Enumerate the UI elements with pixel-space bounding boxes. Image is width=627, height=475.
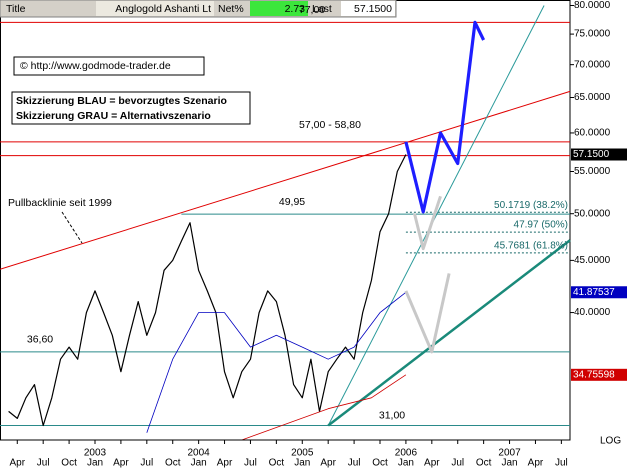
y-tick-label: 80.0000 — [574, 0, 611, 11]
header-title-label: Title — [6, 3, 26, 15]
y-tick-label: 45.0000 — [574, 255, 611, 266]
y-tick-label: 65.0000 — [574, 92, 611, 103]
x-tick-label: Jan — [191, 458, 207, 469]
year-label: 2007 — [498, 448, 521, 459]
series-line — [404, 273, 451, 354]
level-label: 49,95 — [279, 196, 305, 208]
x-tick-label: Oct — [61, 458, 77, 469]
end-label-bg — [571, 368, 627, 381]
header-last-label: Last — [312, 3, 332, 15]
x-tick-label: Apr — [9, 458, 25, 469]
x-tick-label: Apr — [528, 458, 544, 469]
x-tick-label: Jul — [140, 458, 153, 469]
x-tick-label: Oct — [269, 458, 285, 469]
x-tick-label: Oct — [165, 458, 181, 469]
x-tick-label: Jul — [37, 458, 50, 469]
header-cell — [96, 1, 214, 16]
legend-box — [11, 91, 251, 125]
x-tick-label: Jan — [398, 458, 414, 469]
header-net-label: Net% — [218, 3, 244, 15]
header-cell — [250, 1, 308, 16]
trend-line — [327, 239, 571, 427]
x-tick-label: Jan — [501, 458, 517, 469]
end-label-bg — [571, 286, 627, 299]
fib-label: 45.7681 (61.8%) — [494, 241, 568, 252]
header-net: 2.73 — [285, 3, 306, 15]
end-label-bg — [571, 148, 627, 161]
x-tick-label: Oct — [476, 458, 492, 469]
x-tick-label: Apr — [113, 458, 129, 469]
x-tick-label: Oct — [372, 458, 388, 469]
year-label: 2006 — [395, 448, 418, 459]
x-tick-label: Apr — [424, 458, 440, 469]
annotation: © http://www.godmode-trader.de — [20, 60, 171, 72]
year-label: 2005 — [291, 448, 314, 459]
plot-area — [0, 5, 571, 441]
header-cell — [341, 1, 395, 16]
y-tick-label: 40.0000 — [574, 307, 611, 318]
url-box — [13, 56, 205, 76]
x-tick-label: Jul — [555, 458, 568, 469]
header-last: 57.1500 — [354, 3, 392, 15]
year-label: 2004 — [188, 448, 211, 459]
header-bar: Title Anglogold Ashanti Lt Net% 2.73 Las… — [0, 0, 397, 18]
trend-line — [0, 90, 571, 270]
x-tick-label: Jul — [348, 458, 361, 469]
series-line — [146, 291, 407, 433]
y-tick-label: 55.0000 — [574, 166, 611, 177]
series-line — [413, 195, 442, 251]
end-label: 57.1500 — [573, 149, 610, 160]
scale-label: LOG — [600, 436, 621, 447]
level-label: 31,00 — [379, 409, 405, 421]
y-tick-label: 70.0000 — [574, 59, 611, 70]
y-tick-label: 60.0000 — [574, 128, 611, 139]
annotation: 57,00 - 58,80 — [299, 119, 361, 131]
annotation: Pullbacklinie seit 1999 — [8, 197, 112, 209]
y-tick-label: 75.0000 — [574, 29, 611, 40]
series-line — [404, 20, 486, 214]
x-tick-label: Jul — [451, 458, 464, 469]
fib-label: 47.97 (50%) — [514, 220, 568, 231]
pullback-pointer — [61, 211, 83, 244]
header-name: Anglogold Ashanti Lt — [115, 3, 211, 15]
end-label: 34.75598 — [573, 369, 615, 380]
x-tick-label: Jul — [244, 458, 257, 469]
level-label: 36,60 — [27, 334, 53, 346]
y-tick-label: 50.0000 — [574, 208, 611, 219]
end-label: 41.87537 — [573, 287, 615, 298]
fib-label: 50.1719 (38.2%) — [494, 200, 568, 211]
x-tick-label: Apr — [320, 458, 336, 469]
x-tick-label: Apr — [217, 458, 233, 469]
series-line — [241, 374, 407, 441]
level-label: 77,00 — [299, 4, 325, 16]
year-label: 2003 — [84, 448, 107, 459]
trend-line — [327, 5, 545, 426]
x-tick-label: Jan — [294, 458, 310, 469]
annotation: Skizzierung GRAU = Alternativszenario — [16, 110, 211, 122]
x-tick-label: Jan — [87, 458, 103, 469]
annotation: Skizzierung BLAU = bevorzugtes Szenario — [16, 95, 227, 107]
series-line — [8, 154, 407, 427]
